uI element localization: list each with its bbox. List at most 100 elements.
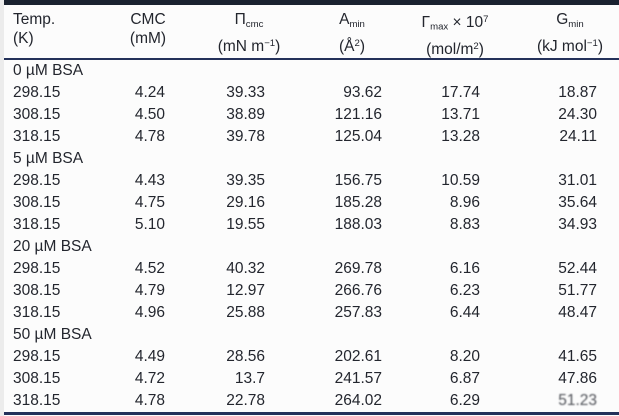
table-cell: 318.15: [13, 216, 61, 234]
table-row: 298.15 4.24 39.33 93.62 17.74 18.87: [0, 82, 619, 104]
page-left-edge-shading: [0, 0, 4, 416]
table-cell: 39.35: [226, 172, 265, 190]
table-cell: 4.43: [134, 172, 165, 190]
column-header-pi-cmc-symbol: Πcmc: [234, 11, 264, 30]
table-cell: 38.89: [226, 106, 265, 124]
column-header-cmc-unit: (mM): [129, 30, 167, 47]
table-row: 318.15 4.78 22.78 264.02 6.29 51.23: [0, 390, 619, 416]
table-cell: 17.74: [441, 84, 480, 102]
table-cell: 6.29: [389, 390, 521, 416]
table-cell: 264.02: [315, 390, 389, 416]
table-cell: 185.28: [334, 194, 382, 212]
table-row: 298.15 4.52 40.32 269.78 6.16 52.44: [0, 258, 619, 280]
column-header-temp-symbol: Temp.: [13, 11, 56, 28]
table-cell: 8.96: [449, 194, 480, 212]
header-row: Temp. (K) CMC (mM) Πcmc (mN m−1) Amin (Å2) Γmax …: [0, 2, 619, 61]
table-cell: 121.16: [334, 106, 382, 124]
table-cell: 298.15: [13, 260, 61, 278]
table-row: 318.15 4.96 25.88 257.83 6.44 48.47: [0, 302, 619, 324]
table-cell: 266.76: [334, 282, 382, 300]
table-cell: 6.23: [449, 282, 480, 300]
table-cell: 29.16: [226, 194, 265, 212]
table-cell: 39.33: [226, 84, 265, 102]
table-cell: 25.88: [226, 304, 265, 322]
table-cell: 202.61: [334, 348, 382, 366]
table-cell: 12.97: [226, 282, 265, 300]
column-header-temp: Temp. (K): [0, 2, 113, 61]
table-cell: 4.50: [134, 106, 165, 124]
table-row: 308.15 4.72 13.7 241.57 6.87 47.86: [0, 368, 619, 390]
section-header-row: 20 µM BSA: [0, 236, 619, 258]
table-cell: 47.86: [558, 370, 597, 388]
table-cell: 156.75: [334, 172, 382, 190]
table-cell: 6.44: [449, 304, 480, 322]
table-cell: 318.15: [0, 390, 113, 416]
table-cell: 308.15: [13, 106, 61, 124]
column-header-a-min-symbol: Amin: [339, 11, 365, 30]
table-cell: 93.62: [343, 84, 382, 102]
table-cell: 4.52: [134, 260, 165, 278]
table-cell: 5.10: [134, 216, 165, 234]
column-header-gamma-max-unit: (mol/m2): [426, 40, 484, 58]
table-cell: 8.83: [449, 216, 480, 234]
table-cell: 298.15: [13, 172, 61, 190]
table-cell: 18.87: [558, 84, 597, 102]
column-header-g-min: Gmin (kJ mol−1): [521, 2, 619, 61]
table-row: 308.15 4.79 12.97 266.76 6.23 51.77: [0, 280, 619, 302]
table-cell: 51.77: [558, 282, 597, 300]
table-cell: 40.32: [226, 260, 265, 278]
table-cell: 13.28: [441, 128, 480, 146]
table-cell: 4.49: [134, 348, 165, 366]
table-cell: 10.59: [441, 172, 480, 190]
table-cell: 4.78: [134, 128, 165, 146]
table-cell: 39.78: [226, 128, 265, 146]
section-header-row: 50 µM BSA: [0, 324, 619, 346]
table-cell: 4.78: [113, 390, 183, 416]
table-cell: 41.65: [558, 348, 597, 366]
table-cell: 35.64: [558, 194, 597, 212]
table-row: 318.15 5.10 19.55 188.03 8.83 34.93: [0, 214, 619, 236]
column-header-g-min-unit: (kJ mol−1): [536, 37, 604, 55]
table-cell: 28.56: [226, 348, 265, 366]
table-cell: 8.20: [449, 348, 480, 366]
column-header-pi-cmc-unit: (mN m−1): [217, 37, 281, 55]
table-cell: 4.72: [134, 370, 165, 388]
table-cell: 269.78: [334, 260, 382, 278]
table-row: 298.15 4.43 39.35 156.75 10.59 31.01: [0, 170, 619, 192]
section-header-row: 5 µM BSA: [0, 148, 619, 170]
table-cell: 318.15: [13, 304, 61, 322]
section-header-row: 0 µM BSA: [0, 59, 619, 82]
table-cell: 31.01: [558, 172, 597, 190]
table-cell: 257.83: [334, 304, 382, 322]
table-cell: 52.44: [558, 260, 597, 278]
section-label: 5 µM BSA: [13, 150, 84, 168]
table-cell: 48.47: [558, 304, 597, 322]
table-cell: 308.15: [13, 282, 61, 300]
column-header-a-min-unit: (Å2): [338, 37, 365, 55]
table-cell: 4.79: [134, 282, 165, 300]
column-header-cmc: CMC (mM): [113, 2, 183, 61]
table-row: 308.15 4.75 29.16 185.28 8.96 35.64: [0, 192, 619, 214]
table-cell: 51.23: [521, 390, 619, 416]
table-row: 298.15 4.49 28.56 202.61 8.20 41.65: [0, 346, 619, 368]
table-cell: 308.15: [13, 194, 61, 212]
section-label: 50 µM BSA: [13, 326, 92, 344]
column-header-temp-unit: (K): [13, 30, 34, 47]
table-cell: 241.57: [334, 370, 382, 388]
table-cell: 4.24: [134, 84, 165, 102]
section-label: 0 µM BSA: [13, 62, 84, 80]
column-header-gamma-max: Γmax × 107 (mol/m2): [389, 2, 521, 61]
section-label: 20 µM BSA: [13, 238, 92, 256]
column-header-gamma-max-symbol: Γmax × 107: [421, 13, 489, 33]
column-header-g-min-symbol: Gmin: [556, 11, 584, 30]
table-cell: 22.78: [183, 390, 315, 416]
table-cell: 13.7: [234, 370, 265, 388]
column-header-pi-cmc: Πcmc (mN m−1): [183, 2, 315, 61]
table-cell: 4.75: [134, 194, 165, 212]
table-cell: 188.03: [334, 216, 382, 234]
table-body: 0 µM BSA 298.15 4.24 39.33 93.62 17.74 18.87 30…: [0, 59, 619, 416]
table-cell: 19.55: [226, 216, 265, 234]
table-cell: 34.93: [558, 216, 597, 234]
